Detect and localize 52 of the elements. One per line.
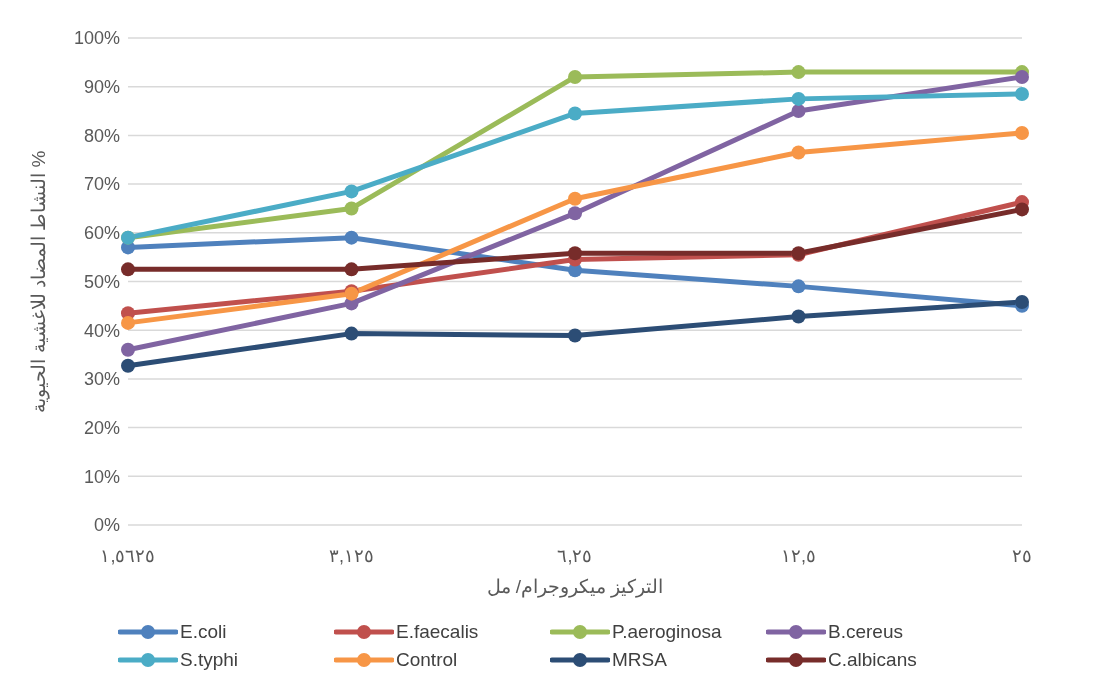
x-axis-title: التركيز ميكروجرام/ مل <box>486 576 664 598</box>
y-tick-label: 100% <box>73 28 120 49</box>
legend-label: MRSA <box>612 649 667 671</box>
point <box>1015 125 1029 140</box>
point <box>1015 294 1029 309</box>
y-tick-label: 0% <box>93 515 120 536</box>
point <box>791 145 806 160</box>
point <box>568 206 582 221</box>
y-tick-label: 10% <box>83 466 120 487</box>
point <box>1015 202 1029 217</box>
point <box>121 358 135 373</box>
point <box>568 246 582 261</box>
point <box>791 65 806 80</box>
point <box>568 328 582 343</box>
point <box>344 184 359 199</box>
point <box>121 315 135 330</box>
legend-label: E.faecalis <box>396 621 479 643</box>
y-tick-label: 30% <box>83 369 120 390</box>
legend-label: Control <box>396 649 458 671</box>
x-tick-label: ٦,٢٥ <box>557 545 593 566</box>
y-tick-label: 60% <box>83 223 120 244</box>
x-tick-label: ١,٥٦٢٥ <box>100 545 156 566</box>
point <box>568 106 582 121</box>
legend-label: C.albicans <box>828 649 917 671</box>
point <box>791 104 806 119</box>
y-tick-label: 50% <box>83 271 120 292</box>
point <box>1015 87 1029 102</box>
legend-label: P.aeroginosa <box>612 621 722 643</box>
y-tick-label: 80% <box>83 125 120 146</box>
point <box>344 262 359 277</box>
y-tick-label: 20% <box>83 417 120 438</box>
point <box>791 279 806 294</box>
legend-label: E.coli <box>180 621 227 643</box>
y-tick-label: 40% <box>83 320 120 341</box>
y-tick-label: 70% <box>83 174 120 195</box>
point <box>121 262 135 277</box>
legend-label: B.cereus <box>828 621 903 643</box>
point <box>344 230 359 245</box>
point <box>121 342 135 357</box>
x-tick-label: ١٢,٥ <box>780 545 817 566</box>
x-tick-label: ٣,١٢٥ <box>328 545 375 566</box>
y-axis-title: النشاط المضاد للاغشية الحيوية % <box>27 150 50 413</box>
point <box>568 191 582 206</box>
point <box>1015 69 1029 84</box>
point <box>791 91 806 106</box>
y-tick-label: 90% <box>83 77 120 98</box>
point <box>791 309 806 324</box>
legend-label: S.typhi <box>180 649 239 671</box>
point <box>344 326 359 341</box>
point <box>568 69 582 84</box>
point <box>344 201 359 216</box>
x-tick-label: ٢٥ <box>1012 545 1032 566</box>
